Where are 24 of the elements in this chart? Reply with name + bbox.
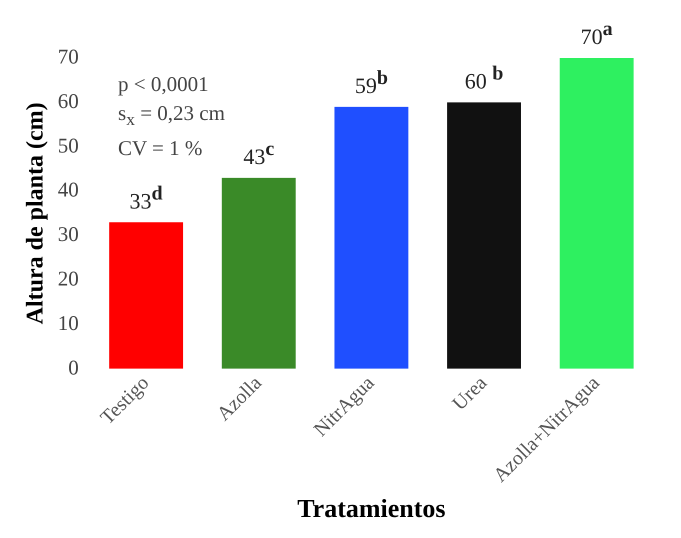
- data-label: 33d: [130, 182, 163, 214]
- bar: [560, 58, 634, 369]
- annotation: CV = 1 %: [118, 135, 204, 162]
- y-tick-label: 0: [68, 355, 79, 380]
- bar: [334, 106, 408, 369]
- x-axis-title: Tratamientos: [297, 494, 446, 524]
- y-tick-label: 20: [58, 266, 79, 290]
- data-label: 60 b: [464, 62, 504, 94]
- y-tick-label: 60: [58, 88, 79, 113]
- x-tick-label: Urea: [448, 372, 492, 415]
- bar: [222, 178, 296, 369]
- bar: [447, 102, 521, 369]
- y-tick-label: 70: [58, 44, 79, 69]
- data-label: 70a: [580, 18, 613, 49]
- annotation: p < 0,0001: [118, 71, 210, 98]
- y-axis-title: Altura de planta (cm): [22, 102, 49, 324]
- y-tick-label: 30: [58, 222, 79, 246]
- annotation: s$_{x}$ = 0,23 cm: [118, 100, 225, 132]
- y-tick-label: 10: [58, 310, 79, 335]
- data-label: 59b: [354, 66, 388, 98]
- y-tick-label: 50: [58, 133, 79, 158]
- y-tick-label: 40: [58, 178, 79, 202]
- bar: [109, 222, 184, 369]
- data-label: 43c: [243, 138, 274, 169]
